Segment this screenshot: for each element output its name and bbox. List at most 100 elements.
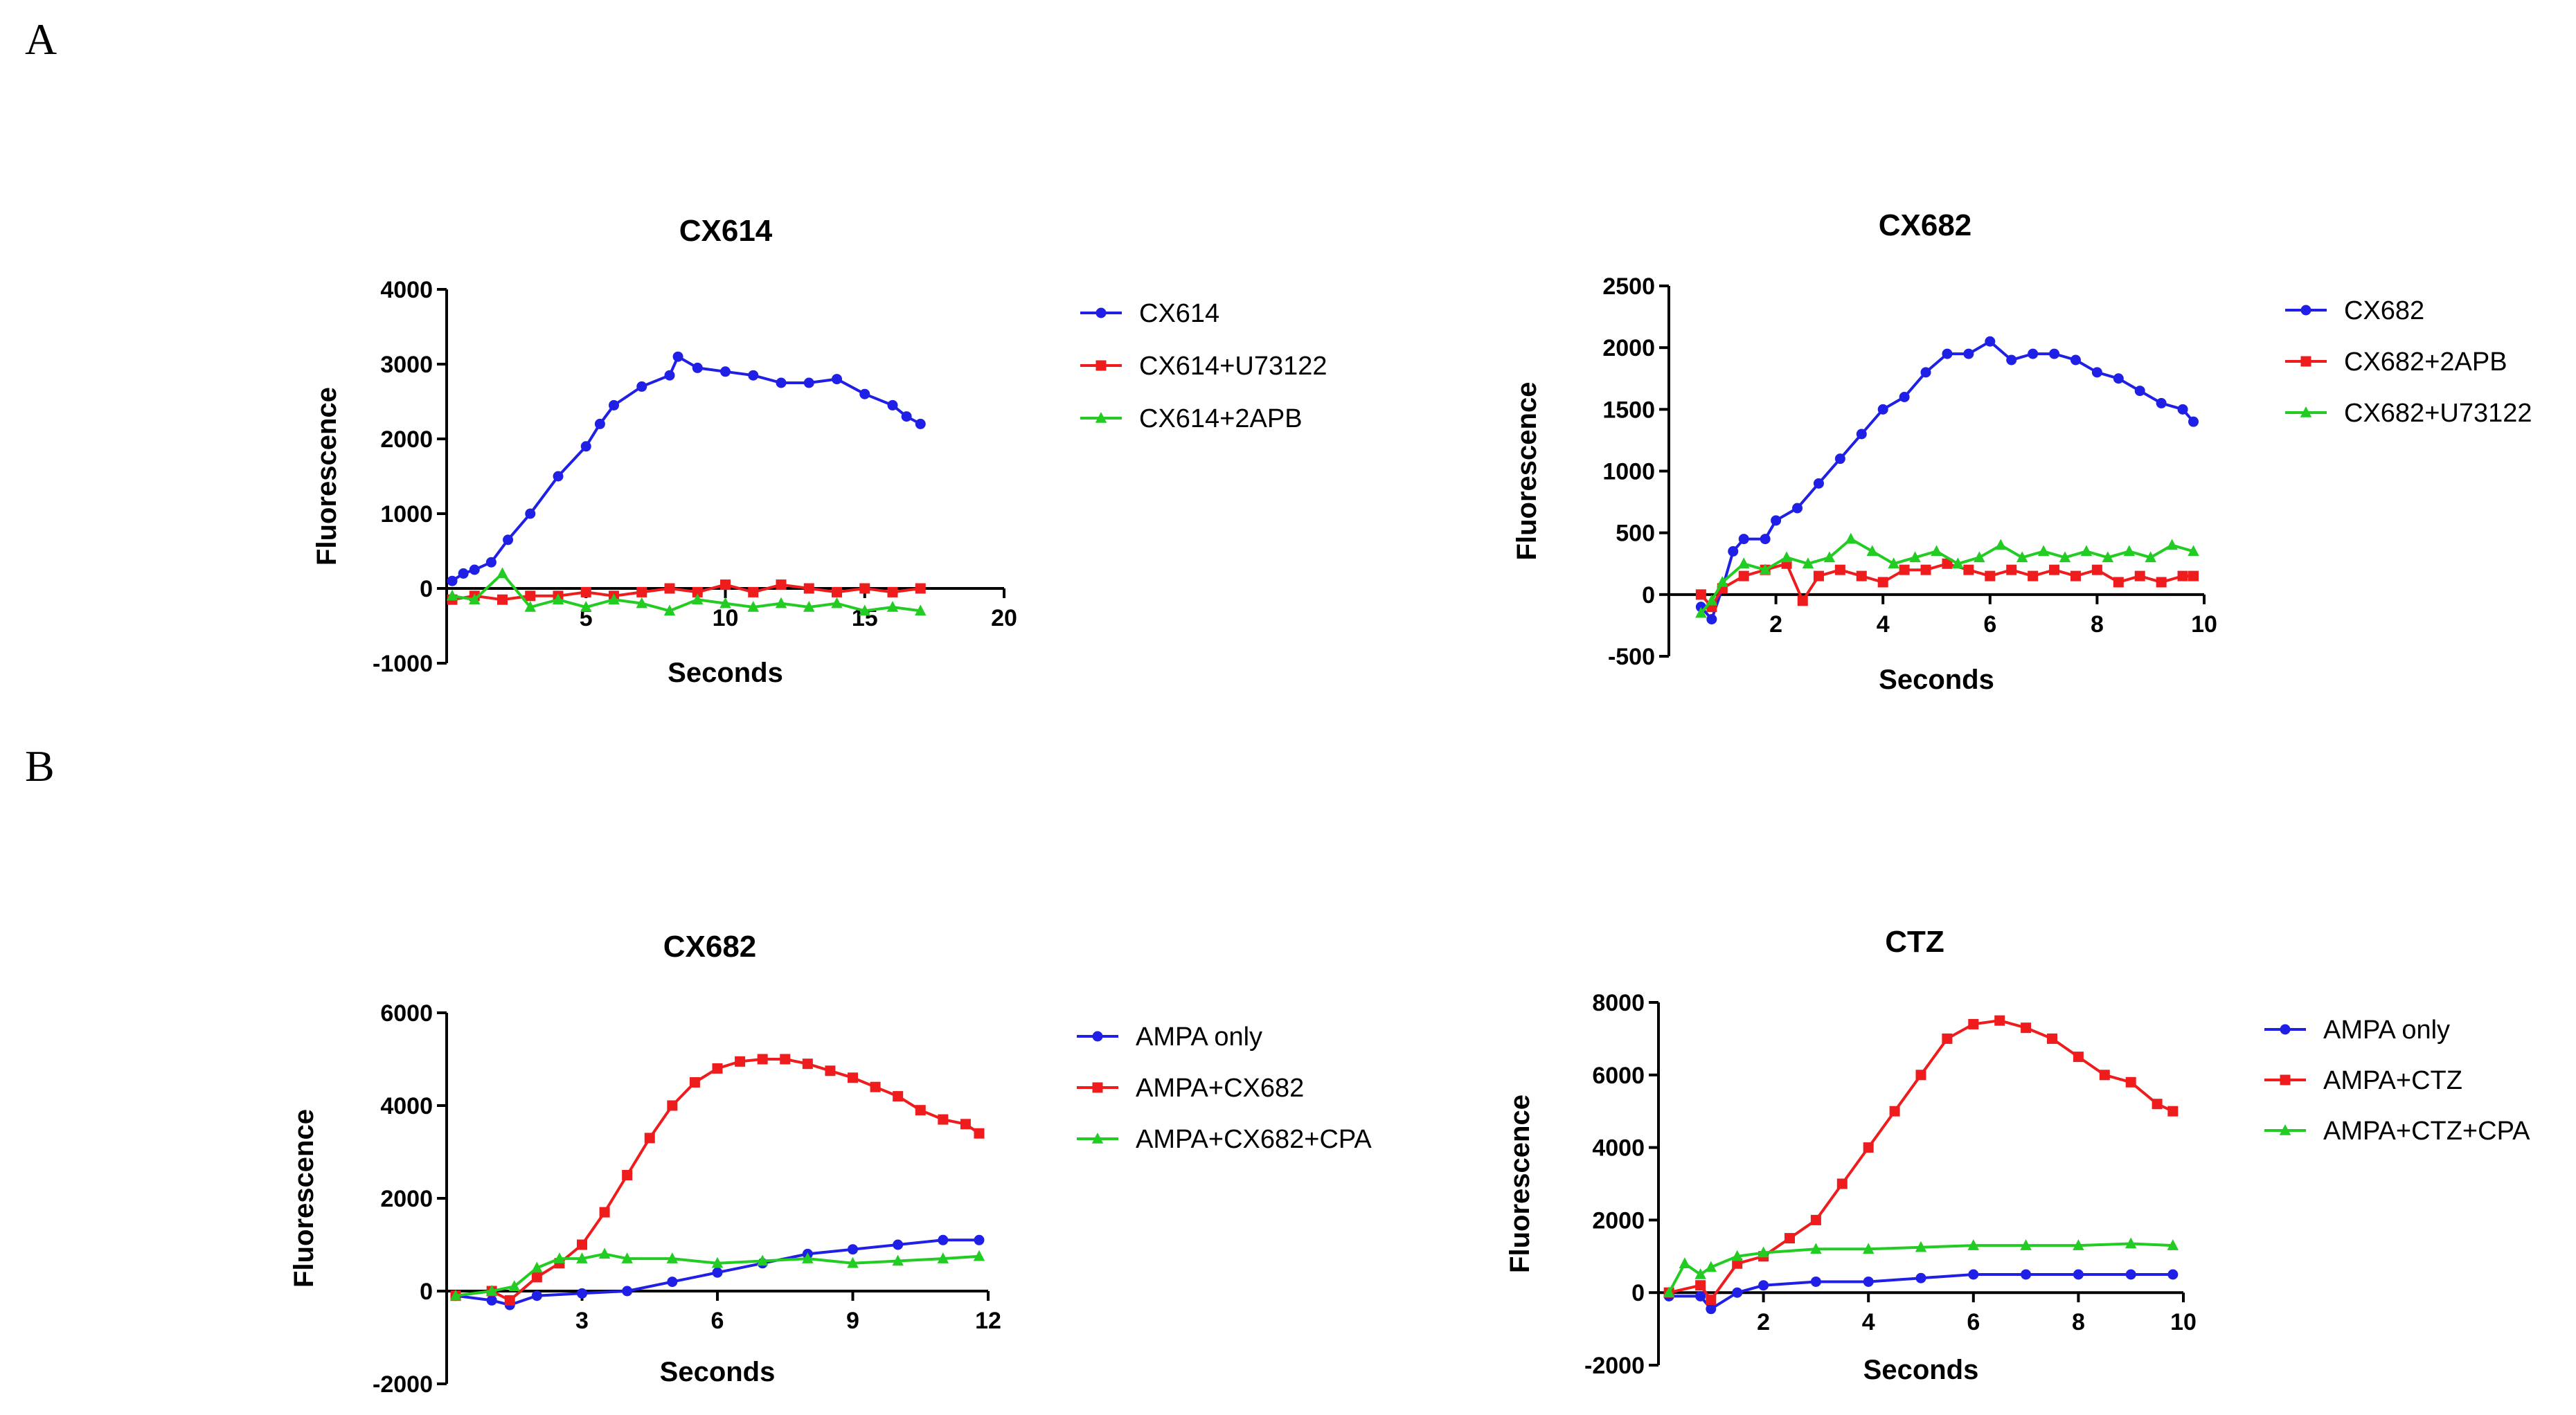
data-point	[576, 1252, 588, 1263]
data-point	[859, 583, 870, 594]
data-point	[1810, 1214, 1821, 1225]
legend-marker	[2300, 406, 2312, 417]
y-tick-label: 1000	[1602, 459, 1655, 485]
y-tick-label: -2000	[373, 1371, 433, 1398]
data-point	[594, 418, 605, 429]
chart-title: CX682	[1879, 208, 1972, 242]
data-point	[497, 567, 508, 579]
data-point	[2177, 570, 2188, 582]
data-point	[1802, 557, 1814, 568]
data-point	[531, 1290, 542, 1301]
data-point	[2166, 539, 2178, 550]
data-point	[756, 1254, 769, 1266]
y-tick-label: -500	[1608, 644, 1655, 670]
data-point	[859, 388, 870, 399]
data-point	[486, 1295, 497, 1306]
data-point	[2167, 1269, 2179, 1280]
y-axis-label: Fluorescence	[289, 1109, 319, 1288]
y-tick-label: 0	[1631, 1280, 1645, 1306]
data-point	[1694, 1268, 1706, 1279]
data-point	[938, 1234, 949, 1245]
legend-entry: CX682+2APB	[2285, 348, 2507, 377]
legend-marker	[1095, 412, 1107, 423]
chart-cx682-a: CX682 -500 0 500 1000 1500 2000 2500 2 4 6 8 10 Secon…	[1512, 208, 2532, 695]
x-tick-label: 2	[1769, 611, 1782, 638]
data-point	[2113, 373, 2124, 384]
data-point	[1785, 1233, 1795, 1244]
data-point	[776, 579, 787, 591]
legend-label: AMPA+CTZ	[2323, 1066, 2462, 1095]
data-point	[848, 1244, 858, 1255]
data-point	[666, 1252, 679, 1263]
data-point	[1915, 1070, 1926, 1081]
data-point	[1731, 1250, 1743, 1261]
legend-label: AMPA+CTZ+CPA	[2323, 1117, 2530, 1146]
x-tick-label: 4	[1877, 611, 1890, 638]
data-point	[960, 1119, 971, 1130]
data-point	[580, 586, 591, 597]
data-point	[1931, 545, 1942, 557]
data-point	[664, 370, 675, 381]
data-point	[1994, 1015, 2005, 1026]
chart-title: CX682	[663, 930, 757, 964]
data-point	[1856, 429, 1867, 440]
legend-entry: AMPA+CTZ	[2264, 1066, 2462, 1095]
x-axis-label: Seconds	[1863, 1355, 1979, 1385]
series-cx682-u73122	[1695, 532, 2199, 618]
data-point	[802, 1252, 814, 1263]
data-point	[1877, 404, 1888, 415]
data-point	[577, 1239, 587, 1250]
legend-label: CX614+2APB	[1139, 404, 1303, 433]
legend-entry: AMPA only	[1077, 1022, 1262, 1052]
data-point	[1866, 545, 1878, 557]
series-ampa-ctz	[1663, 1015, 2179, 1306]
data-point	[1863, 1142, 1874, 1153]
y-tick-label: -1000	[373, 651, 433, 677]
panel-label-a: A	[25, 15, 57, 64]
legend-label: AMPA+CX682+CPA	[1136, 1125, 1372, 1154]
x-tick-label: 4	[1862, 1309, 1875, 1335]
data-point	[2073, 1269, 2084, 1280]
data-point	[2047, 1033, 2057, 1044]
data-point	[1942, 1033, 1953, 1044]
data-point	[1706, 594, 1718, 606]
data-point	[803, 583, 814, 594]
x-tick-label: 10	[2191, 611, 2217, 638]
data-point	[712, 1267, 723, 1278]
data-point	[1759, 564, 1771, 575]
data-point	[636, 381, 647, 392]
data-point	[831, 597, 843, 609]
data-point	[1706, 614, 1717, 624]
data-point	[937, 1252, 949, 1263]
legend-label: AMPA only	[1136, 1022, 1262, 1052]
data-point	[2020, 1239, 2032, 1250]
data-point	[1915, 1272, 1926, 1283]
data-point	[1695, 1290, 1706, 1301]
series-ampa-only	[1663, 1269, 2179, 1315]
data-point	[915, 418, 926, 429]
series-line	[451, 354, 922, 582]
data-point	[577, 1288, 587, 1299]
data-point	[1823, 551, 1836, 563]
data-point	[1995, 539, 2007, 550]
data-point	[887, 399, 898, 411]
data-point	[1738, 570, 1749, 582]
legend-marker	[2280, 1024, 2291, 1035]
series-line	[1668, 1019, 2174, 1303]
data-point	[887, 586, 898, 597]
data-point	[2102, 551, 2114, 563]
data-point	[2177, 404, 2188, 415]
data-point	[1967, 1239, 1980, 1250]
chart-ctz: CTZ -2000 0 2000 4000 6000 8000 2 4 6 8 10 Seconds Fl…	[1505, 925, 2530, 1385]
data-point	[1758, 1280, 1769, 1291]
data-point	[664, 583, 675, 594]
series-cx682	[1695, 336, 2199, 624]
legend-marker	[1095, 307, 1107, 318]
data-point	[1738, 534, 1749, 545]
data-point	[672, 351, 683, 362]
data-point	[859, 604, 870, 616]
chart-title: CTZ	[1885, 925, 1944, 959]
legend-marker	[2300, 356, 2311, 367]
data-point	[1695, 606, 1707, 618]
